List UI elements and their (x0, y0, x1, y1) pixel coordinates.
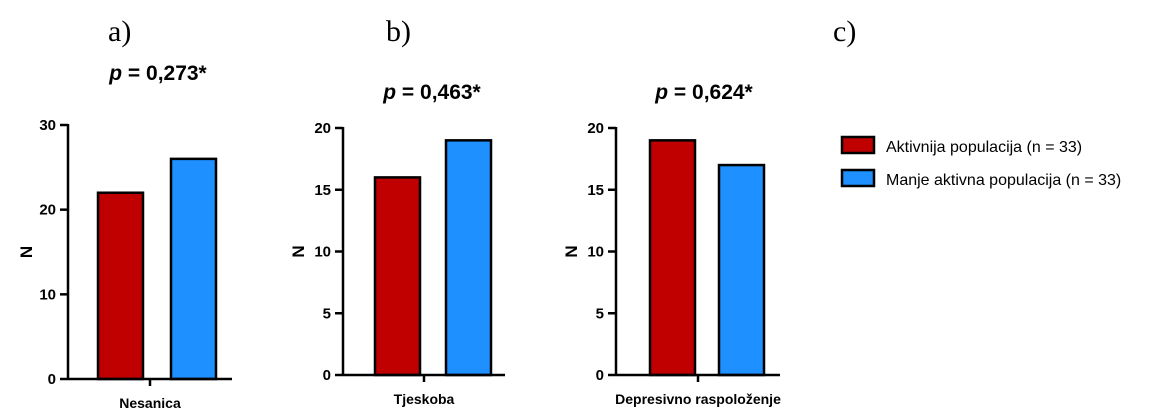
y-tick-label: 10 (314, 244, 331, 261)
bar-less-active (444, 139, 493, 377)
chart-title-p: p (108, 62, 122, 85)
y-axis-label: N (17, 246, 36, 258)
y-tick-label: 20 (314, 120, 331, 137)
chart-title-value: = 0,463* (396, 81, 481, 104)
bar-less-active (717, 163, 766, 377)
chart-panel-3: p = 0,624* 0 5 10 15 20 N Depresivno raspoložen… (562, 81, 781, 407)
legend-label-active: Aktivnija populacija (n = 33) (886, 139, 1082, 156)
y-tick-label: 0 (596, 367, 604, 384)
x-axis-label: Nesanica (119, 395, 181, 410)
x-axis-label: Tjeskoba (394, 391, 455, 407)
y-tick-label: 15 (314, 182, 331, 199)
x-axis-label: Depresivno raspoloženje (615, 391, 781, 407)
legend: Aktivnija populacija (n = 33) Manje akti… (840, 135, 1121, 189)
y-tick-label: 5 (596, 305, 604, 322)
chart-panel-1: p = 0,273* 0 10 20 30 N Nesanica (17, 62, 232, 410)
bar-active (648, 139, 697, 377)
chart-title-value: = 0,273* (122, 62, 207, 85)
y-tick-label: 0 (48, 371, 56, 388)
panel-letter-b: b) (386, 15, 411, 48)
bar-less-active (169, 157, 218, 381)
y-tick-label: 30 (39, 117, 56, 134)
chart-title-value: = 0,624* (668, 81, 753, 104)
chart-title: p = 0,624* (654, 81, 753, 104)
legend-swatch-active (840, 135, 876, 155)
y-tick-label: 20 (587, 120, 604, 137)
y-tick-label: 15 (587, 182, 604, 199)
y-axis-label: N (289, 245, 308, 257)
bar-active (373, 176, 422, 377)
charts-layer: p = 0,273* 0 10 20 30 N Nesanica p = 0,463* 0 5 10… (17, 62, 781, 410)
chart-title: p = 0,463* (382, 81, 481, 104)
y-axis-label: N (562, 245, 581, 257)
panel-letter-a: a) (108, 15, 131, 48)
y-tick-label: 10 (39, 286, 56, 303)
y-tick-label: 20 (39, 202, 56, 219)
y-tick-label: 10 (587, 244, 604, 261)
chart-panel-2: p = 0,463* 0 5 10 15 20 N Tjeskoba (289, 81, 505, 407)
y-tick-label: 0 (323, 367, 331, 384)
chart-title: p = 0,273* (108, 62, 207, 85)
panel-letter-c: c) (833, 15, 856, 48)
chart-title-p: p (654, 81, 668, 104)
chart-title-p: p (382, 81, 396, 104)
bar-active (96, 191, 145, 381)
legend-label-less-active: Manje aktivna populacija (n = 33) (886, 172, 1121, 189)
y-tick-label: 5 (323, 305, 331, 322)
legend-swatch-less-active (840, 168, 876, 188)
